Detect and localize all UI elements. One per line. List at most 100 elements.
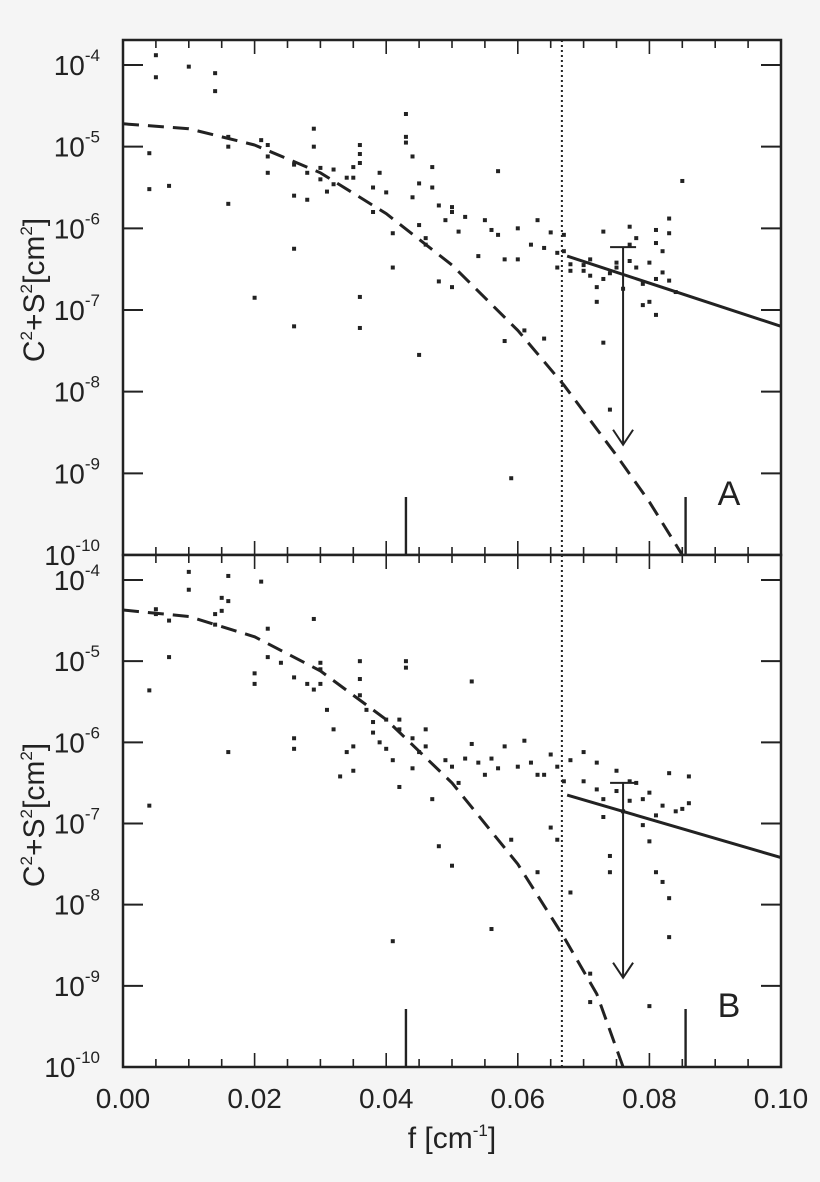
data-point (371, 185, 376, 190)
data-point (351, 165, 356, 170)
data-point (502, 257, 507, 262)
data-point (443, 758, 448, 763)
data-point (476, 254, 481, 259)
data-point (311, 126, 316, 131)
data-point (627, 242, 632, 247)
data-point (489, 227, 494, 232)
data-point (357, 143, 362, 148)
data-point (351, 768, 356, 773)
data-point (410, 736, 415, 741)
x-tick-label: 0.00 (96, 1083, 151, 1114)
data-point (219, 608, 224, 613)
data-point (594, 285, 599, 290)
data-point (456, 780, 461, 785)
data-point (568, 262, 573, 267)
data-point (377, 170, 382, 175)
data-point (403, 665, 408, 670)
data-point (496, 766, 501, 771)
data-point (147, 688, 152, 693)
data-point (371, 210, 376, 214)
data-point (292, 246, 297, 251)
data-point (259, 138, 264, 143)
data-point (318, 165, 323, 170)
data-point (371, 730, 376, 735)
data-point (331, 167, 336, 172)
y-axis-title-panel-a: C2+S2[cm2] (17, 218, 51, 362)
data-point (489, 927, 494, 932)
x-tick-label: 0.10 (754, 1083, 809, 1114)
data-point (357, 294, 362, 299)
data-point (423, 242, 428, 247)
data-point (153, 607, 158, 612)
data-point (542, 245, 547, 250)
data-point (450, 863, 454, 868)
data-point (186, 569, 191, 574)
data-point (417, 352, 422, 357)
data-point (667, 935, 672, 940)
data-point (667, 896, 672, 901)
data-point (496, 232, 501, 237)
panel-a: 10-410-510-610-710-810-910-10A (44, 38, 783, 571)
solid-fit-line (566, 793, 781, 860)
data-point (667, 216, 672, 221)
data-point (640, 281, 645, 286)
data-point (469, 679, 474, 684)
data-point (660, 270, 665, 275)
data-point (627, 259, 632, 263)
data-point (555, 265, 560, 270)
data-point (410, 766, 415, 771)
data-point (403, 659, 408, 664)
data-point (397, 717, 402, 722)
data-point (436, 203, 441, 208)
data-point (423, 744, 428, 749)
data-point (403, 112, 408, 116)
data-point (561, 249, 566, 254)
data-point (653, 870, 658, 875)
data-point (331, 727, 336, 732)
data-point (147, 187, 152, 192)
data-point (502, 339, 507, 344)
data-point (167, 655, 172, 660)
x-tick-label: 0.04 (359, 1083, 414, 1114)
data-point (292, 675, 297, 680)
data-point (647, 1004, 652, 1009)
x-tick-label: 0.06 (491, 1083, 546, 1114)
data-point (153, 612, 158, 617)
data-point (226, 599, 231, 604)
data-point (390, 265, 395, 270)
data-point (351, 744, 356, 749)
data-point (252, 295, 257, 300)
data-point (660, 879, 665, 884)
data-point (614, 260, 619, 265)
data-point (252, 681, 257, 686)
data-point (634, 265, 639, 270)
data-point (601, 340, 606, 345)
data-point (186, 587, 191, 592)
data-point (588, 273, 593, 278)
data-point (686, 774, 691, 779)
data-point (186, 64, 191, 69)
data-point (417, 750, 422, 755)
data-point (213, 612, 218, 617)
data-point (436, 844, 441, 849)
data-point (450, 210, 454, 214)
data-point (351, 175, 356, 180)
data-point (265, 626, 270, 631)
data-point (627, 798, 632, 803)
data-point (384, 717, 389, 722)
data-point (463, 756, 468, 761)
data-point (417, 181, 422, 186)
data-point (561, 232, 566, 237)
down-arrow-icon (612, 429, 634, 447)
data-point (489, 756, 494, 761)
data-point (226, 750, 231, 755)
data-point (252, 671, 257, 676)
data-point (476, 760, 481, 765)
data-point (627, 779, 632, 784)
data-point (634, 236, 639, 241)
x-axis-title: f [cm-1] (408, 1121, 496, 1155)
data-point (581, 779, 586, 784)
data-point (594, 299, 599, 304)
data-point (305, 197, 310, 202)
data-point (403, 140, 408, 145)
